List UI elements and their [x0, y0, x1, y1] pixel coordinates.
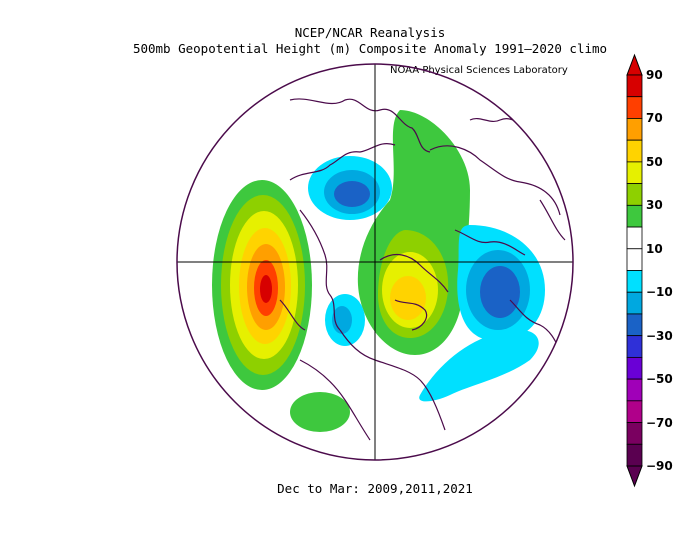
- colorbar-tick-label: −90: [646, 459, 673, 473]
- negative-anomaly-north-atlantic: [325, 294, 539, 402]
- positive-anomaly-caribbean: [290, 392, 350, 432]
- colorbar-tick-label: −10: [646, 285, 673, 300]
- colorbar-swatch: [626, 226, 643, 250]
- colorbar-swatch: [626, 313, 643, 337]
- colorbar-swatch: [626, 96, 643, 119]
- colorbar-swatch: [626, 118, 643, 141]
- colorbar-tick-label: 90: [646, 68, 663, 82]
- colorbar-arrow-top: [626, 53, 643, 76]
- colorbar-tick-label: 70: [646, 111, 663, 126]
- colorbar-arrow-bottom: [626, 465, 643, 488]
- colorbar-swatch: [626, 270, 643, 293]
- colorbar-swatch: [626, 291, 643, 315]
- colorbar-swatch: [626, 422, 643, 445]
- map-boundary: [176, 63, 574, 461]
- coastlines: [279, 98, 566, 441]
- positive-anomaly-north-pacific: [212, 180, 312, 390]
- graticule: [177, 64, 573, 460]
- colorbar-swatch: [626, 161, 643, 185]
- colorbar-tick-label: 30: [646, 198, 663, 213]
- positive-anomaly-greenland: [357, 110, 470, 355]
- colorbar-swatch: [626, 356, 643, 380]
- colorbar-swatch: [626, 400, 643, 423]
- colorbar-swatch: [626, 443, 643, 467]
- colorbar-tick-label: −70: [646, 415, 673, 430]
- credit-label: NOAA Physical Sciences Laboratory: [390, 65, 568, 76]
- colorbar-tick-label: −50: [646, 372, 673, 387]
- colorbar-tick-label: −30: [646, 328, 673, 343]
- colorbar-swatch: [626, 139, 643, 163]
- colorbar-tick-label: 50: [646, 154, 663, 169]
- colorbar-swatch: [626, 183, 643, 206]
- colorbar-swatch: [626, 248, 643, 271]
- negative-anomaly-siberia: [308, 156, 392, 220]
- colorbar-swatch: [626, 74, 643, 98]
- colorbar-swatch: [626, 378, 643, 402]
- period-label: Dec to Mar: 2009,2011,2021: [277, 481, 473, 496]
- colorbar-swatch: [626, 204, 643, 228]
- chart-subtitle: 500mb Geopotential Height (m) Composite …: [132, 41, 608, 56]
- colorbar-swatch: [626, 335, 643, 358]
- chart-title: NCEP/NCAR Reanalysis: [294, 25, 446, 40]
- colorbar-tick-label: 10: [646, 241, 663, 256]
